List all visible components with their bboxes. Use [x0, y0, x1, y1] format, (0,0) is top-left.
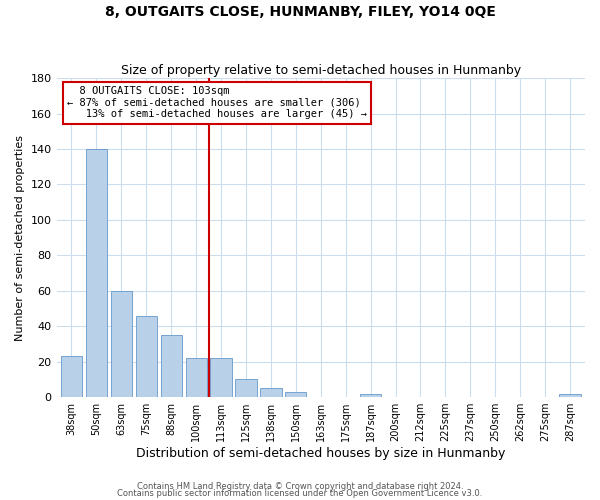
- Bar: [111, 291, 132, 397]
- Bar: [285, 392, 307, 397]
- Text: 8, OUTGAITS CLOSE, HUNMANBY, FILEY, YO14 0QE: 8, OUTGAITS CLOSE, HUNMANBY, FILEY, YO14…: [104, 5, 496, 19]
- Text: 8 OUTGAITS CLOSE: 103sqm
← 87% of semi-detached houses are smaller (306)
   13% : 8 OUTGAITS CLOSE: 103sqm ← 87% of semi-d…: [67, 86, 367, 120]
- Bar: [61, 356, 82, 397]
- Bar: [211, 358, 232, 397]
- Text: Contains HM Land Registry data © Crown copyright and database right 2024.: Contains HM Land Registry data © Crown c…: [137, 482, 463, 491]
- Text: Contains public sector information licensed under the Open Government Licence v3: Contains public sector information licen…: [118, 489, 482, 498]
- Bar: [360, 394, 381, 397]
- Bar: [260, 388, 281, 397]
- Title: Size of property relative to semi-detached houses in Hunmanby: Size of property relative to semi-detach…: [121, 64, 521, 77]
- Bar: [161, 335, 182, 397]
- Bar: [235, 380, 257, 397]
- Y-axis label: Number of semi-detached properties: Number of semi-detached properties: [15, 134, 25, 340]
- Bar: [559, 394, 581, 397]
- Bar: [136, 316, 157, 397]
- Bar: [86, 149, 107, 397]
- Bar: [185, 358, 207, 397]
- X-axis label: Distribution of semi-detached houses by size in Hunmanby: Distribution of semi-detached houses by …: [136, 447, 505, 460]
